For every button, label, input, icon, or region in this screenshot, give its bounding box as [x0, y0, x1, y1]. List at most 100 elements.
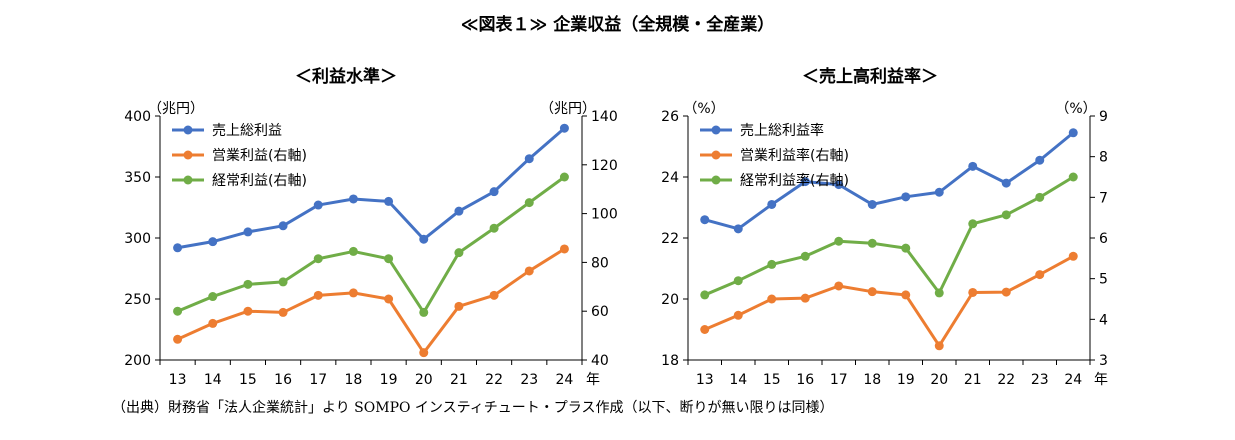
data-point	[1001, 210, 1011, 220]
legend-label: 経常利益率(右軸)	[740, 172, 849, 189]
data-point	[867, 238, 877, 248]
x-unit-label: 年	[586, 372, 600, 388]
x-tick-label: 22	[485, 372, 503, 388]
data-point	[733, 310, 743, 320]
legend-swatch-marker	[183, 150, 193, 160]
data-point	[1068, 172, 1078, 182]
data-point	[733, 276, 743, 286]
data-point	[454, 206, 464, 216]
data-point	[559, 123, 569, 133]
series-line	[177, 127, 566, 250]
x-tick-label: 21	[450, 372, 468, 388]
x-tick-label: 23	[520, 372, 538, 388]
legend-swatch-marker	[183, 125, 193, 135]
data-point	[278, 221, 288, 231]
data-point	[278, 277, 288, 287]
left-unit-label: （%）	[683, 101, 724, 117]
data-point	[934, 288, 944, 298]
data-point	[1035, 155, 1045, 165]
right-tick-label: 5	[1099, 272, 1108, 288]
data-point	[934, 187, 944, 197]
data-point	[208, 292, 218, 302]
data-point	[834, 281, 844, 291]
legend-label: 売上総利益率	[740, 122, 824, 139]
x-tick-label: 17	[309, 372, 327, 388]
legend-label: 営業利益(右軸)	[212, 148, 307, 164]
right-tick-label: 3	[1099, 353, 1108, 369]
data-point	[1035, 270, 1045, 280]
data-point	[867, 199, 877, 209]
left-tick-label: 26	[661, 109, 679, 125]
figure-title: ≪図表１≫ 企業収益（全規模・全産業）	[460, 15, 775, 35]
left-tick-label: 18	[661, 353, 679, 369]
right-tick-label: 40	[591, 353, 609, 369]
x-tick-label: 15	[239, 372, 257, 388]
left-tick-label: 350	[124, 170, 151, 186]
data-point	[559, 172, 569, 182]
legend-swatch-marker	[183, 175, 193, 185]
right-unit-label: （%）	[1055, 101, 1096, 117]
data-point	[901, 192, 911, 202]
x-tick-label: 23	[1031, 372, 1049, 388]
data-point	[901, 290, 911, 300]
x-tick-label: 16	[796, 372, 814, 388]
data-point	[700, 290, 710, 300]
data-point	[1068, 128, 1078, 138]
x-tick-label: 19	[380, 372, 398, 388]
left-tick-label: 20	[661, 292, 679, 308]
data-point	[800, 251, 810, 261]
x-tick-label: 16	[274, 372, 292, 388]
data-point	[1035, 192, 1045, 202]
data-point	[968, 161, 978, 171]
left-unit-label: （兆円）	[148, 101, 204, 117]
data-point	[348, 194, 358, 204]
x-tick-label: 13	[169, 372, 187, 388]
data-point	[208, 318, 218, 328]
x-tick-label: 15	[763, 372, 781, 388]
x-tick-label: 20	[415, 372, 433, 388]
data-point	[800, 293, 810, 303]
data-point	[348, 288, 358, 298]
data-point	[559, 244, 569, 254]
source-note: （出典）財務省「法人企業統計」より SOMPO インスティチュート・プラス作成（…	[112, 400, 834, 416]
chart-subtitle-profit-level: ＜利益水準＞	[295, 67, 397, 87]
data-point	[700, 325, 710, 334]
data-point	[524, 266, 534, 276]
data-point	[348, 246, 358, 256]
left-tick-label: 22	[661, 231, 679, 247]
data-point	[489, 290, 499, 300]
data-point	[867, 287, 877, 297]
data-point	[767, 294, 777, 304]
data-point	[243, 279, 253, 289]
data-point	[834, 236, 844, 246]
data-point	[384, 294, 394, 304]
series-line	[704, 131, 1075, 231]
x-tick-label: 18	[345, 372, 363, 388]
x-tick-label: 14	[729, 372, 747, 388]
data-point	[524, 198, 534, 208]
data-point	[173, 334, 183, 344]
data-point	[700, 215, 710, 225]
right-tick-label: 100	[591, 207, 618, 223]
x-tick-label: 24	[556, 372, 574, 388]
data-point	[489, 223, 499, 233]
data-point	[243, 306, 253, 316]
data-point	[1068, 251, 1078, 261]
left-tick-label: 250	[124, 292, 151, 308]
x-tick-label: 17	[830, 372, 848, 388]
data-point	[834, 180, 844, 190]
data-point	[524, 154, 534, 164]
right-tick-label: 9	[1099, 109, 1108, 125]
x-unit-label: 年	[1094, 372, 1108, 388]
data-point	[173, 306, 183, 316]
data-point	[313, 254, 323, 264]
x-tick-label: 18	[863, 372, 881, 388]
data-point	[419, 348, 429, 358]
data-point	[901, 243, 911, 253]
right-tick-label: 120	[591, 158, 618, 174]
right-tick-label: 60	[591, 304, 609, 320]
legend-swatch-marker	[711, 175, 721, 185]
data-point	[454, 248, 464, 258]
data-point	[800, 177, 810, 187]
right-tick-label: 4	[1099, 312, 1108, 328]
